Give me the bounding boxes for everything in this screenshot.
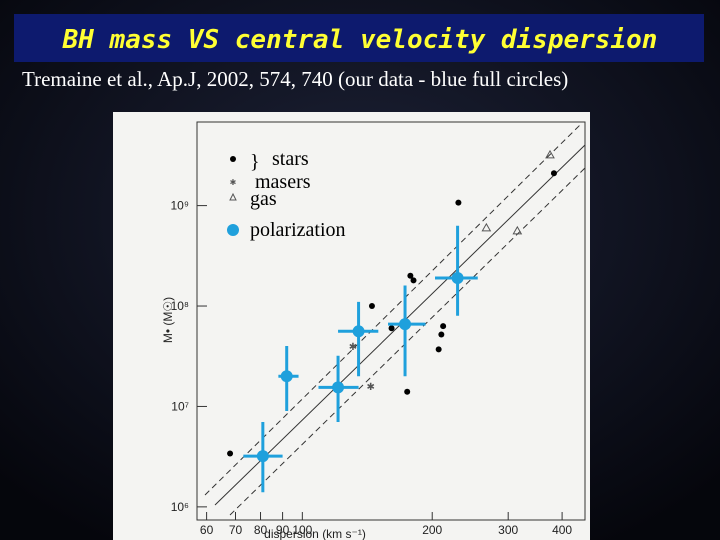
legend-marker [230,156,236,162]
point [404,388,411,395]
x-tick-label: 400 [552,523,572,537]
fit-line-lower [229,167,586,516]
x-tick-label: 300 [498,523,518,537]
point [227,450,234,457]
y-tick-label: 10⁷ [171,399,189,413]
legend-brace: } [250,151,260,173]
x-tick-label: 200 [422,523,442,537]
point [407,272,414,279]
legend-label: masers [255,171,311,193]
y-tick-label: 10⁹ [171,199,190,213]
point: ✱ [366,382,374,393]
point [512,225,523,235]
x-tick-label: 60 [200,523,214,537]
chart-panel [113,112,590,540]
point [256,450,269,463]
point [550,170,557,177]
point [410,277,417,284]
legend-marker: ✱ [230,178,237,187]
y-tick-label: 10⁸ [171,299,189,313]
legend-marker [229,192,237,201]
x-tick-label: 100 [292,523,312,537]
point: ✱ [349,342,357,353]
point [388,325,395,332]
x-tick-label: 70 [229,523,243,537]
legend-label: gas [250,188,277,210]
point [368,303,375,310]
point [451,272,464,285]
point [455,199,462,206]
legend-label: polarization [250,219,346,241]
y-tick-label: 10⁶ [171,500,189,514]
x-axis-label: dispersion (km s⁻¹) [264,527,366,540]
point [481,222,492,232]
point [352,325,365,338]
point [440,323,447,330]
point [435,346,442,353]
x-tick-label: 80 [254,523,268,537]
legend-marker [227,224,239,236]
point [332,381,345,394]
plot-frame [196,121,586,521]
fit-line-upper [204,124,581,496]
x-tick-label: 90 [276,523,290,537]
title: BH mass VS central velocity dispersion [62,25,658,55]
point [399,318,412,331]
subtitle: Tremaine et al., Ap.J, 2002, 574, 740 (o… [22,67,568,91]
point [545,149,555,159]
point [280,370,293,383]
point [438,331,445,338]
y-axis-label: M• (M☉) [161,297,175,343]
legend-label: stars [272,148,309,170]
title-box [14,14,704,62]
